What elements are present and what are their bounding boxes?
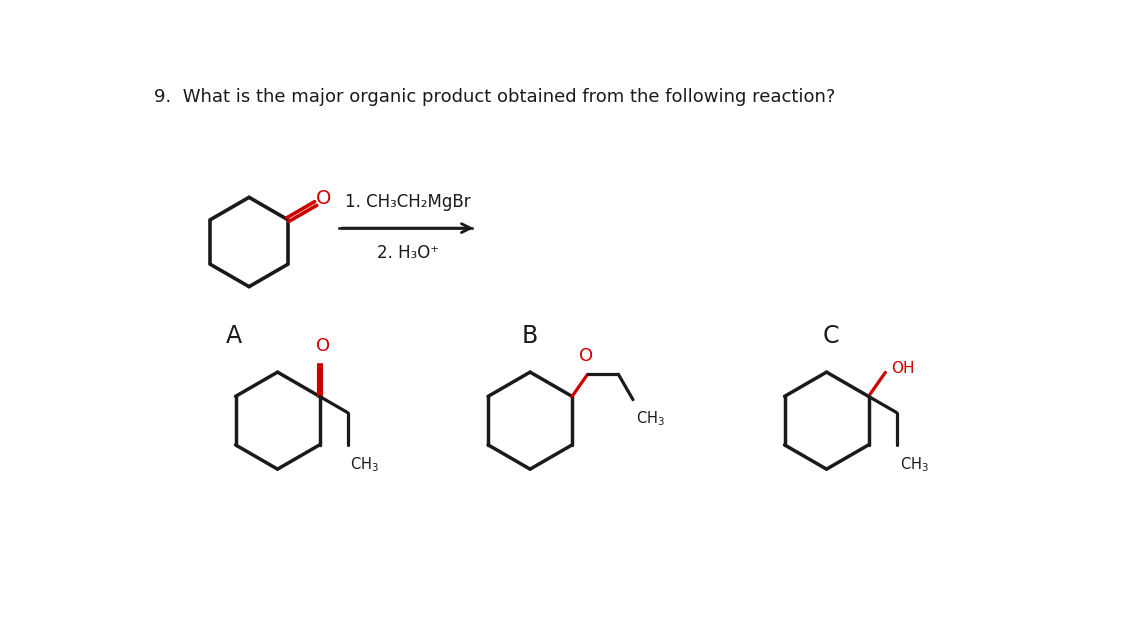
Text: 9.  What is the major organic product obtained from the following reaction?: 9. What is the major organic product obt… [155,88,835,106]
Text: 1. CH₃CH₂MgBr: 1. CH₃CH₂MgBr [345,193,470,211]
Text: OH: OH [891,361,915,376]
Text: CH$_3$: CH$_3$ [636,409,665,427]
Text: C: C [822,324,839,348]
Text: CH$_3$: CH$_3$ [349,455,379,475]
Text: O: O [579,347,593,365]
Text: B: B [522,324,538,348]
Text: A: A [225,324,241,348]
Text: O: O [316,189,331,208]
Text: 2. H₃O⁺: 2. H₃O⁺ [377,243,439,262]
Text: O: O [315,337,330,355]
Text: CH$_3$: CH$_3$ [900,455,929,475]
